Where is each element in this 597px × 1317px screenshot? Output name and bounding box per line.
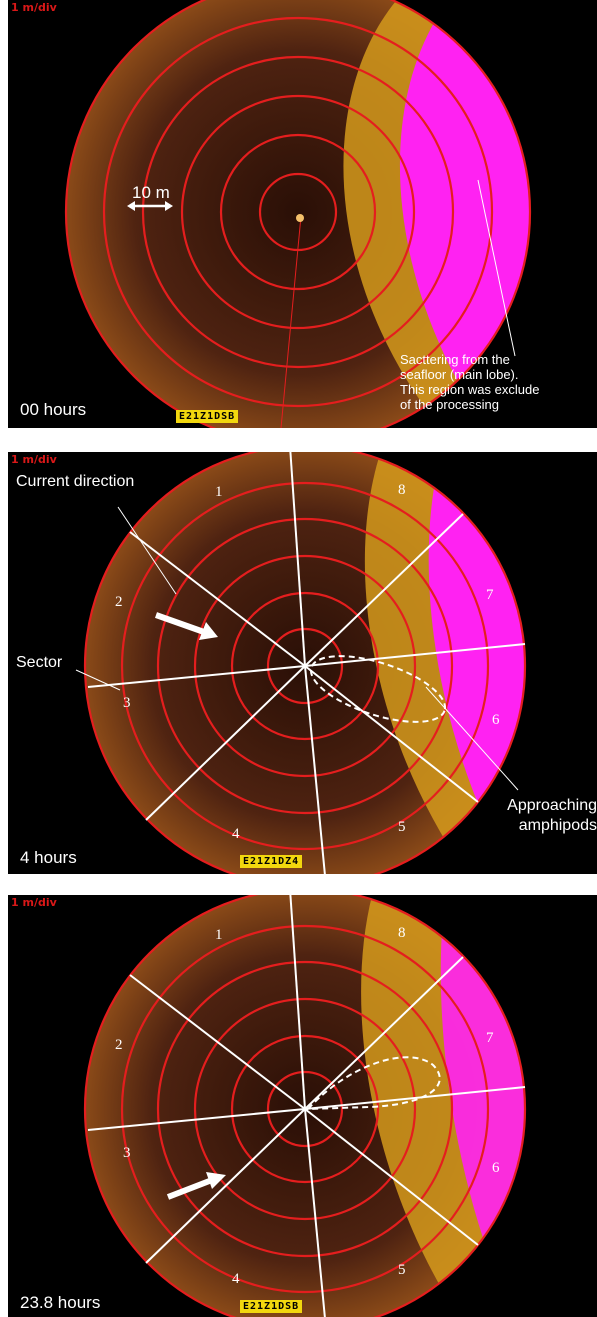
current-pointer	[117, 506, 177, 595]
range-rings	[83, 895, 527, 1317]
center-marker	[296, 214, 304, 222]
range-rings	[64, 0, 532, 428]
sector-number: 5	[398, 819, 406, 835]
sector-number: 6	[492, 1160, 500, 1176]
current-arrow-head	[199, 622, 218, 640]
annotation-pointer	[477, 179, 516, 357]
amphipod-pointer	[425, 686, 519, 791]
sector-number: 1	[215, 484, 223, 500]
current-arrow	[154, 612, 206, 635]
time-label: 00 hours	[20, 400, 87, 419]
approaching-line: amphipods	[518, 817, 597, 834]
sector-number: 3	[123, 1145, 131, 1161]
sector-lines	[87, 895, 526, 1317]
amphipod-region	[305, 1056, 441, 1111]
sector-number: 6	[492, 712, 500, 728]
sonar-id-label: E21Z1DSB	[240, 1300, 303, 1313]
sector-pointer	[75, 669, 121, 691]
sector-lines	[87, 452, 526, 874]
sector-number: 4	[232, 826, 240, 842]
sonar-image	[83, 895, 527, 1317]
time-label: 23.8 hours	[20, 1293, 101, 1312]
seafloor-scatter	[400, 0, 530, 428]
sector-number: 3	[123, 695, 131, 711]
sector-number: 1	[215, 927, 223, 943]
sector-number: 8	[398, 482, 406, 498]
current-arrow	[166, 1177, 214, 1200]
sector-number: 2	[115, 1037, 123, 1053]
scale-label: 1 m/div	[11, 896, 57, 909]
sector-number: 7	[486, 587, 494, 603]
annotation-line: This region was exclude	[400, 382, 540, 397]
approaching-line: Approaching	[507, 797, 597, 814]
seafloor-annotation: Sacttering from the seafloor (main lobe)…	[400, 352, 539, 412]
annotation-line: of the processing	[400, 397, 500, 412]
sonar-id-label: E21Z1DSB	[176, 410, 239, 423]
current-direction-label: Current direction	[16, 473, 135, 490]
sonar-image	[64, 0, 532, 428]
heading-line	[280, 215, 302, 428]
annotation-line: Sacttering from the	[400, 352, 510, 367]
range-label: 10 m	[132, 183, 170, 202]
annotation-line: seafloor (main lobe).	[400, 367, 519, 382]
sector-number: 7	[486, 1030, 494, 1046]
seafloor-scatter	[440, 895, 525, 1317]
sonar-panel-23-8h: 1 m/div 1 2 3 4 5 6 7 8 23.8 hours E21Z1…	[8, 895, 597, 1317]
current-arrow-head	[206, 1172, 226, 1189]
time-label: 4 hours	[20, 848, 77, 867]
sector-number: 2	[115, 594, 123, 610]
sector-label: Sector	[16, 654, 63, 671]
sector-number: 8	[398, 925, 406, 941]
scale-label: 1 m/div	[11, 453, 57, 466]
seafloor-scatter	[428, 452, 525, 874]
scale-label: 1 m/div	[11, 1, 57, 14]
sonar-panel-00h: 1 m/div 10 m Sacttering from the seafloo…	[8, 0, 597, 428]
sonar-panel-4h: 1 m/div Current direction Sector Approac…	[8, 452, 597, 874]
sector-number: 4	[232, 1271, 240, 1287]
range-rings	[83, 452, 527, 874]
approaching-label: Approaching amphipods	[507, 796, 597, 836]
sector-number: 5	[398, 1262, 406, 1278]
sonar-id-label: E21Z1DZ4	[240, 855, 303, 868]
sonar-image	[75, 452, 527, 874]
